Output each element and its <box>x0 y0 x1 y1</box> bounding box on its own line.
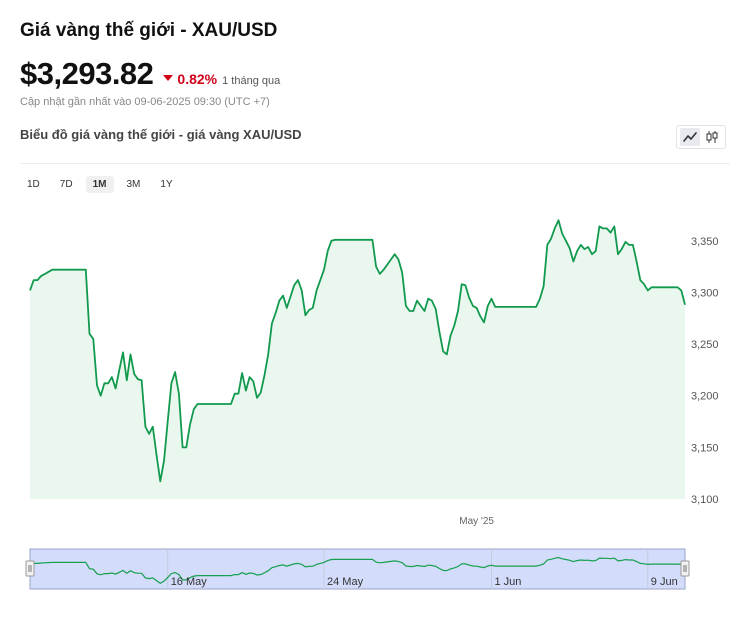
y-tick-label: 3,150 <box>691 442 719 454</box>
navigator-tick-label: 16 May <box>171 576 208 588</box>
range-button-3m[interactable]: 3M <box>126 179 141 190</box>
price-change-percent: 0.82% <box>177 71 218 87</box>
divider <box>20 163 730 164</box>
chart-type-toggle <box>676 125 726 149</box>
y-tick-label: 3,200 <box>691 391 719 403</box>
page-title: Giá vàng thế giới - XAU/USD <box>20 20 278 41</box>
current-price: $3,293.82 <box>20 56 154 91</box>
range-selector: 1D 7D 1M 3M 1Y <box>20 176 180 193</box>
y-tick-label: 3,350 <box>691 236 719 248</box>
y-tick-label: 3,250 <box>691 339 719 351</box>
y-tick-label: 3,300 <box>691 287 719 299</box>
price-area-fill <box>30 220 685 499</box>
line-chart-icon <box>683 132 697 142</box>
price-series-line <box>29 219 686 483</box>
candlestick-icon <box>706 131 718 143</box>
candlestick-chart-button[interactable] <box>702 128 722 146</box>
line-chart-button[interactable] <box>680 128 700 146</box>
price-summary: $3,293.82 0.82% 1 tháng qua <box>20 56 280 92</box>
chart-subtitle: Biểu đồ giá vàng thế giới - giá vàng XAU… <box>20 127 302 142</box>
range-button-1m[interactable]: 1M <box>85 176 114 193</box>
navigator-tick-label: 24 May <box>327 576 364 588</box>
x-tick-label: May '25 <box>459 516 494 527</box>
y-tick-label: 3,100 <box>691 494 719 506</box>
navigator-handle-right[interactable] <box>680 560 690 577</box>
navigator-tick-label: 9 Jun <box>651 576 678 588</box>
range-button-7d[interactable]: 7D <box>59 179 73 190</box>
range-button-1d[interactable]: 1D <box>27 179 40 190</box>
down-arrow-icon <box>163 75 174 81</box>
change-period: 1 tháng qua <box>222 75 281 87</box>
navigator-handle-left[interactable] <box>25 560 35 577</box>
navigator-tick-label: 1 Jun <box>494 576 521 588</box>
last-updated: Cập nhật gần nhất vào 09-06-2025 09:30 (… <box>20 96 270 108</box>
range-button-1y[interactable]: 1Y <box>160 179 173 190</box>
navigator-series-line <box>29 556 686 585</box>
